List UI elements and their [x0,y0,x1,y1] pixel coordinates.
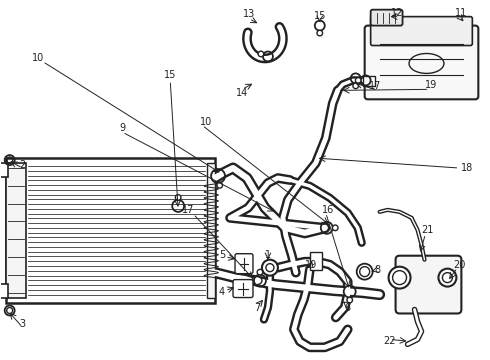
Circle shape [439,269,456,287]
Text: 19: 19 [305,260,317,270]
Bar [310,252,322,270]
Circle shape [353,83,359,89]
Text: 2: 2 [20,160,26,170]
Text: 18: 18 [462,163,474,173]
Circle shape [258,51,264,57]
Text: 3: 3 [20,319,25,329]
Text: 10: 10 [200,117,212,127]
Text: 13: 13 [243,9,255,19]
Circle shape [347,297,352,303]
Text: 20: 20 [453,260,465,270]
Text: 8: 8 [375,265,381,275]
Text: 17: 17 [182,205,195,215]
Text: 10: 10 [31,54,44,63]
Text: 11: 11 [455,8,467,18]
Text: 15: 15 [314,11,326,21]
Text: 17: 17 [369,81,382,91]
Circle shape [262,260,278,276]
FancyBboxPatch shape [233,280,253,298]
Bar [0,163,8,177]
Text: 9: 9 [119,123,125,133]
Bar [363,76,375,86]
Bar [6,158,215,302]
FancyBboxPatch shape [370,17,472,45]
Text: 5: 5 [219,250,225,260]
Circle shape [332,225,338,231]
Bar [6,163,25,298]
Text: 4: 4 [219,287,225,297]
Bar [207,163,215,298]
Text: 19: 19 [425,80,438,90]
Text: 1: 1 [265,250,271,260]
Text: 22: 22 [383,336,396,346]
FancyBboxPatch shape [235,254,253,274]
Circle shape [317,30,322,36]
Circle shape [217,183,222,188]
FancyBboxPatch shape [370,10,403,26]
Text: 7: 7 [254,302,260,312]
Circle shape [175,195,181,200]
Circle shape [389,267,411,289]
Text: 14: 14 [236,88,248,98]
Bar [0,284,8,298]
Text: 12: 12 [392,8,404,18]
FancyBboxPatch shape [365,26,478,99]
Text: 21: 21 [421,225,434,235]
Ellipse shape [252,276,262,285]
Text: 16: 16 [321,205,334,215]
Text: 15: 15 [164,71,176,80]
FancyBboxPatch shape [395,256,462,314]
Circle shape [257,269,263,275]
Circle shape [355,78,361,83]
Text: 6: 6 [344,302,351,312]
